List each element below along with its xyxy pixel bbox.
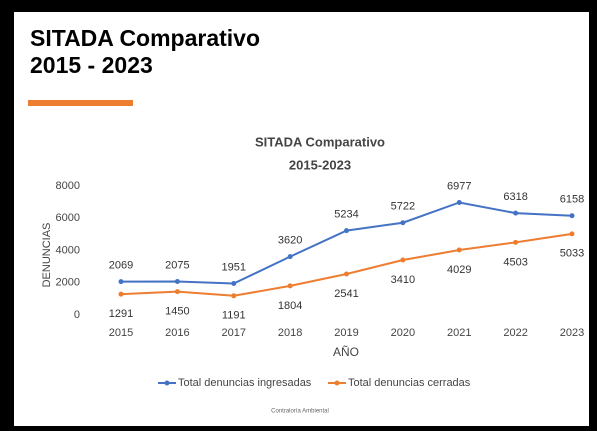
x-tick-label: 2020 [391, 327, 415, 339]
data-label: 1951 [222, 261, 246, 273]
x-axis-label: AÑO [333, 345, 359, 359]
data-point [400, 257, 406, 263]
legend-label: Total denuncias ingresadas [178, 377, 312, 389]
legend-marker [334, 380, 340, 386]
data-label: 4029 [447, 264, 471, 276]
data-point [456, 199, 462, 205]
data-label: 1450 [165, 306, 189, 318]
chart-title: SITADA Comparativo [255, 134, 385, 149]
data-label: 6318 [503, 191, 527, 203]
data-label: 5234 [334, 209, 358, 221]
y-tick-label: 8000 [56, 180, 80, 192]
slide-title: 2015 - 2023 [30, 52, 153, 78]
data-label: 6158 [560, 194, 584, 206]
data-point [287, 254, 293, 260]
data-point [174, 289, 180, 295]
data-label: 4503 [503, 256, 527, 268]
y-axis-label: DENUNCIAS [41, 223, 53, 288]
data-point [344, 271, 349, 277]
legend-label: Total denuncias cerradas [348, 377, 471, 389]
y-tick-label: 2000 [56, 277, 80, 289]
data-point [231, 281, 237, 287]
accent-bar [28, 100, 133, 106]
data-point [569, 231, 575, 237]
data-label: 3410 [391, 274, 415, 286]
data-label: 2541 [334, 288, 358, 300]
x-tick-label: 2016 [165, 327, 189, 339]
legend-marker [164, 380, 170, 386]
x-tick-label: 2015 [109, 327, 133, 339]
x-tick-label: 2021 [447, 327, 471, 339]
data-label: 2069 [109, 260, 133, 272]
data-label: 6977 [447, 180, 471, 192]
data-label: 1191 [222, 310, 246, 322]
data-point [513, 239, 519, 245]
x-tick-label: 2018 [278, 327, 302, 339]
y-tick-label: 6000 [56, 212, 80, 224]
data-label: 1291 [109, 308, 133, 320]
x-tick-label: 2019 [334, 327, 358, 339]
data-label: 5722 [391, 201, 415, 213]
data-point [456, 247, 462, 253]
data-point [174, 279, 180, 285]
data-point [344, 228, 349, 234]
slide-title: SITADA Comparativo [30, 25, 260, 51]
x-tick-label: 2017 [222, 327, 246, 339]
slide-background [14, 12, 589, 426]
data-label: 5033 [560, 248, 584, 260]
y-tick-label: 4000 [56, 244, 80, 256]
footer: Contraloría Ambiental [271, 409, 329, 415]
data-label: 2075 [165, 259, 189, 271]
data-point [287, 283, 293, 289]
data-label: 1804 [278, 300, 302, 312]
data-label: 3620 [278, 235, 302, 247]
data-point [569, 213, 575, 219]
data-point [513, 210, 519, 216]
data-point [118, 291, 124, 297]
chart-subtitle: 2015-2023 [289, 157, 351, 172]
x-tick-label: 2022 [503, 327, 527, 339]
x-tick-label: 2023 [560, 327, 584, 339]
data-point [231, 293, 237, 299]
y-tick-label: 0 [74, 309, 80, 321]
data-point [118, 279, 124, 285]
data-point [400, 220, 406, 226]
